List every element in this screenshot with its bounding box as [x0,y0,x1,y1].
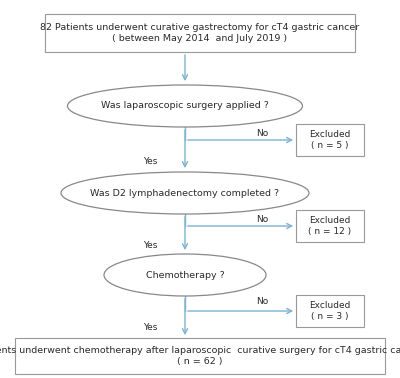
Text: Yes: Yes [143,156,157,166]
Text: Patients underwent chemotherapy after laparoscopic  curative surgery for cT4 gas: Patients underwent chemotherapy after la… [0,346,400,366]
Text: Excluded
( n = 3 ): Excluded ( n = 3 ) [309,301,351,321]
Text: No: No [256,215,268,225]
Ellipse shape [104,254,266,296]
FancyBboxPatch shape [296,210,364,242]
Text: Excluded
( n = 5 ): Excluded ( n = 5 ) [309,130,351,150]
Text: No: No [256,297,268,307]
Ellipse shape [61,172,309,214]
FancyBboxPatch shape [15,338,385,374]
Text: Excluded
( n = 12 ): Excluded ( n = 12 ) [308,216,352,236]
FancyBboxPatch shape [296,295,364,327]
Text: No: No [256,130,268,138]
FancyBboxPatch shape [45,14,355,52]
Text: Yes: Yes [143,242,157,251]
Ellipse shape [68,85,302,127]
Text: 82 Patients underwent curative gastrectomy for cT4 gastric cancer
( between May : 82 Patients underwent curative gastrecto… [40,23,360,43]
Text: Was D2 lymphadenectomy completed ?: Was D2 lymphadenectomy completed ? [90,189,280,197]
Text: Yes: Yes [143,324,157,333]
Text: Was laparoscopic surgery applied ?: Was laparoscopic surgery applied ? [101,102,269,110]
FancyBboxPatch shape [296,124,364,156]
Text: Chemotherapy ?: Chemotherapy ? [146,271,224,279]
